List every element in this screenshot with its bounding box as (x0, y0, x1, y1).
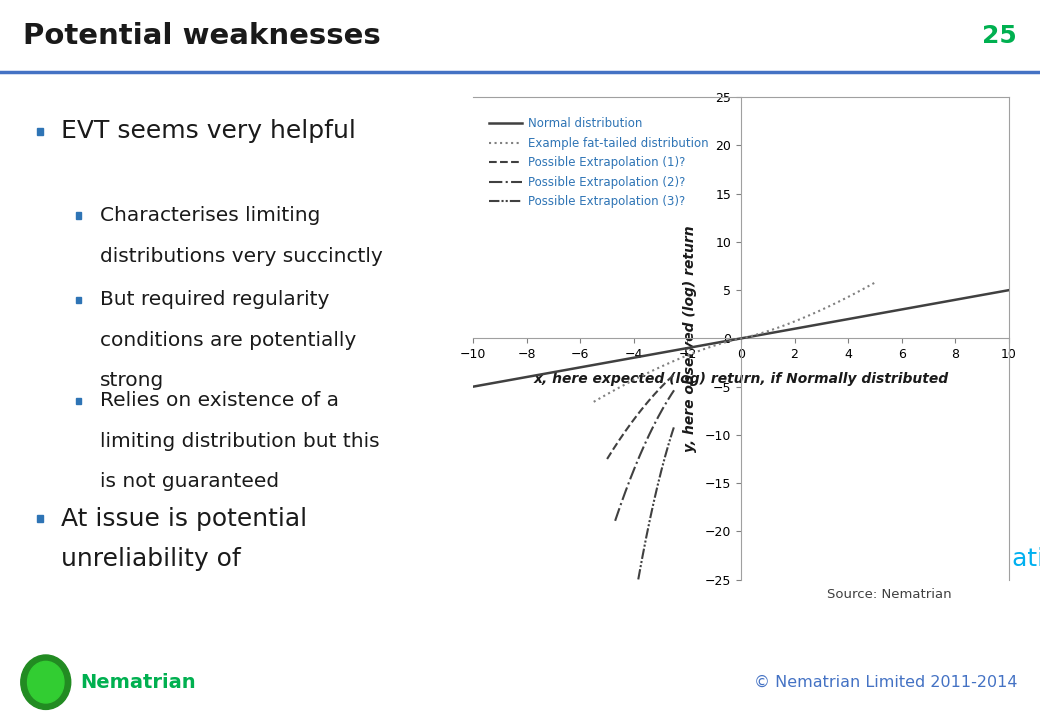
Normal distribution (1003, 286, 1015, 294)
Normal distribution (494, 377, 506, 386)
Example fat-tailed distribution (860, 283, 873, 292)
Normal distribution (727, 336, 739, 344)
Text: But required regularity: But required regularity (100, 290, 329, 310)
Text: At issue is potential: At issue is potential (61, 507, 308, 531)
Ellipse shape (27, 662, 64, 703)
Normal distribution (467, 382, 479, 391)
Possible Extrapolation (1)? (668, 370, 680, 379)
Possible Extrapolation (3)? (647, 500, 659, 509)
Bar (76, 398, 81, 404)
Text: limiting distribution but this: limiting distribution but this (100, 432, 380, 451)
Text: unreliability of: unreliability of (61, 547, 249, 571)
Possible Extrapolation (1)? (667, 372, 679, 380)
Possible Extrapolation (2)? (657, 403, 670, 412)
Line: Possible Extrapolation (1)?: Possible Extrapolation (1)? (607, 374, 674, 459)
Possible Extrapolation (2)? (636, 444, 649, 452)
Line: Example fat-tailed distribution: Example fat-tailed distribution (594, 283, 875, 402)
Possible Extrapolation (2)? (667, 388, 679, 397)
Legend: Normal distribution, Example fat-tailed distribution, Possible Extrapolation (1): Normal distribution, Example fat-tailed … (485, 113, 713, 213)
Normal distribution (987, 289, 999, 297)
Text: Nematrian: Nematrian (80, 672, 196, 692)
Possible Extrapolation (3)? (640, 535, 652, 544)
Possible Extrapolation (1)? (633, 408, 646, 417)
Example fat-tailed distribution (868, 279, 881, 287)
Possible Extrapolation (2)? (668, 386, 680, 395)
Example fat-tailed distribution (809, 308, 822, 317)
Normal distribution (889, 306, 902, 315)
Line: Possible Extrapolation (3)?: Possible Extrapolation (3)? (639, 427, 674, 580)
Text: Potential weaknesses: Potential weaknesses (23, 22, 381, 50)
Bar (76, 212, 81, 219)
Possible Extrapolation (1)? (638, 403, 650, 412)
Text: conditions are potentially: conditions are potentially (100, 330, 356, 350)
Possible Extrapolation (1)? (641, 399, 653, 408)
Possible Extrapolation (3)? (640, 536, 652, 545)
Text: is not guaranteed: is not guaranteed (100, 472, 279, 491)
Text: EVT seems very helpful: EVT seems very helpful (61, 120, 356, 143)
Ellipse shape (21, 655, 71, 709)
Text: 25: 25 (983, 24, 1017, 48)
Example fat-tailed distribution (602, 390, 615, 398)
Text: Relies on existence of a: Relies on existence of a (100, 392, 339, 410)
Text: extrapolation: extrapolation (909, 547, 1040, 571)
Text: © Nematrian Limited 2011-2014: © Nematrian Limited 2011-2014 (754, 675, 1017, 690)
Line: Possible Extrapolation (2)?: Possible Extrapolation (2)? (615, 390, 674, 521)
Possible Extrapolation (1)? (601, 455, 614, 464)
Possible Extrapolation (2)? (644, 428, 656, 437)
Possible Extrapolation (3)? (635, 557, 648, 565)
Text: Characterises limiting: Characterises limiting (100, 206, 320, 225)
Possible Extrapolation (2)? (608, 516, 621, 525)
Text: distributions very succinctly: distributions very succinctly (100, 246, 383, 266)
Text: strong: strong (100, 372, 164, 390)
Possible Extrapolation (3)? (646, 503, 658, 512)
Text: Source: Nematrian: Source: Nematrian (827, 588, 952, 600)
Normal distribution (713, 338, 726, 346)
Example fat-tailed distribution (860, 283, 873, 292)
Possible Extrapolation (3)? (632, 575, 645, 584)
X-axis label: x, here expected (log) return, if Normally distributed: x, here expected (log) return, if Normal… (534, 372, 948, 386)
Example fat-tailed distribution (724, 336, 736, 345)
Normal distribution (987, 289, 999, 297)
Bar (76, 297, 81, 303)
Y-axis label: y, here observed (log) return: y, here observed (log) return (682, 225, 697, 451)
Example fat-tailed distribution (717, 338, 729, 347)
Possible Extrapolation (2)? (638, 443, 650, 451)
Bar (37, 516, 43, 523)
Possible Extrapolation (3)? (667, 426, 679, 434)
Possible Extrapolation (2)? (641, 435, 653, 444)
Bar (37, 127, 43, 135)
Possible Extrapolation (1)? (656, 382, 669, 390)
Possible Extrapolation (3)? (668, 423, 680, 431)
Example fat-tailed distribution (588, 397, 600, 406)
Line: Normal distribution: Normal distribution (473, 290, 1009, 387)
Possible Extrapolation (1)? (632, 408, 645, 417)
